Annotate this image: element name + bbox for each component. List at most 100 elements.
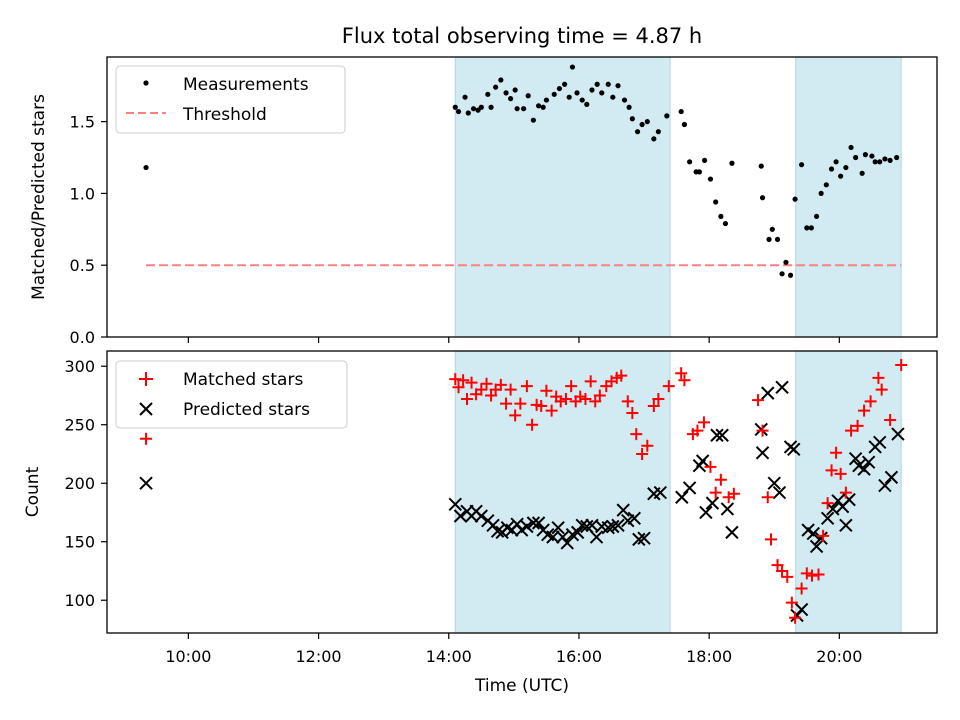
matched-stars-point: [765, 533, 777, 546]
x-tick-label: 16:00: [556, 647, 602, 666]
matched-stars-point: [514, 397, 527, 410]
measurement-point: [629, 116, 635, 122]
matched-stars-point: [858, 404, 871, 417]
measurement-point: [696, 169, 702, 175]
predicted-stars-point: [139, 476, 153, 490]
measurement-point: [452, 104, 458, 110]
predicted-stars-point: [490, 524, 505, 538]
predicted-stars-point: [884, 470, 899, 485]
matched-stars-point: [480, 377, 493, 390]
measurement-point: [626, 104, 632, 110]
matched-stars-point: [504, 383, 517, 396]
ratio-legend-box: [115, 65, 346, 134]
matched-stars-point: [800, 567, 813, 580]
measurement-point: [823, 182, 829, 188]
observing-window-shade: [795, 56, 902, 338]
measurement-point: [594, 81, 600, 87]
matched-stars-point: [652, 392, 665, 405]
predicted-stars-point: [699, 505, 713, 520]
measurement-point: [759, 195, 766, 201]
matched-stars-point: [535, 399, 548, 412]
matched-stars-point: [839, 486, 852, 499]
y-tick-label: 1.0: [70, 184, 95, 203]
predicted-stars-point: [814, 531, 828, 545]
predicted-stars-point: [809, 539, 824, 554]
ratio-legend: Measurements Threshold: [115, 65, 346, 134]
matched-stars-point: [785, 596, 798, 609]
measurement-point: [818, 190, 824, 197]
predicted-stars-point: [775, 380, 789, 394]
count-y-axis-label: Count: [23, 466, 43, 517]
predicted-stars-point: [627, 511, 642, 526]
predicted-stars-point: [448, 497, 462, 511]
measurement-point: [478, 104, 484, 110]
predicted-stars-point: [839, 518, 853, 533]
matched-stars-point: [452, 381, 465, 394]
measurements-legend-label: Measurements: [183, 75, 309, 95]
measurement-point: [503, 90, 509, 96]
matched-stars-point: [509, 409, 522, 422]
matched-stars-point: [465, 376, 478, 389]
x-tick-label: 18:00: [686, 647, 732, 666]
predicted-stars-point: [705, 496, 720, 510]
matched-stars-point: [789, 611, 802, 624]
measurement-point: [488, 104, 494, 110]
predicted-stars-point: [632, 532, 646, 547]
measurement-point: [530, 117, 536, 123]
matched-stars-point: [751, 394, 764, 407]
matched-stars-point: [709, 486, 722, 499]
predicted-stars-legend-marker: [139, 402, 153, 416]
measurement-point: [779, 271, 785, 277]
measurement-point: [462, 94, 468, 100]
predicted-stars-point: [794, 602, 809, 617]
measurement-point: [562, 81, 568, 87]
matched-stars-legend-label: Matched stars: [183, 370, 303, 390]
matched-stars-point: [864, 395, 877, 408]
matched-stars-point: [593, 389, 606, 402]
measurement-point: [514, 106, 520, 112]
matched-stars-point: [449, 373, 462, 386]
predicted-stars-point: [878, 478, 892, 493]
matched-stars-point: [457, 374, 470, 387]
predicted-stars-point: [560, 536, 574, 550]
matched-stars-point: [795, 582, 808, 595]
measurement-point: [569, 64, 576, 70]
matched-stars-point: [812, 568, 825, 581]
measurement-point: [556, 85, 563, 92]
observing-window-shade: [454, 56, 671, 338]
y-tick-label: 100: [64, 591, 95, 610]
predicted-stars-point: [720, 502, 735, 516]
measurement-point: [651, 136, 657, 142]
matched-stars-point: [626, 407, 639, 420]
measurement-point: [862, 152, 868, 158]
predicted-stars-point: [520, 519, 534, 534]
measurement-point: [540, 104, 546, 110]
measurement-point: [887, 157, 893, 163]
predicted-stars-point: [601, 520, 615, 535]
measurement-point: [707, 176, 714, 182]
measurement-point: [498, 77, 504, 83]
x-tick-label: 14:00: [426, 647, 472, 666]
measurement-point: [639, 121, 645, 128]
x-axis-label: Time (UTC): [474, 676, 569, 696]
matched-stars-point: [641, 439, 654, 452]
measurement-point: [766, 236, 772, 242]
matched-stars-point: [584, 375, 597, 388]
matched-stars-point: [884, 414, 897, 427]
measurement-point: [664, 113, 670, 119]
predicted-stars-point: [682, 481, 697, 495]
predicted-stars-point: [695, 454, 710, 468]
measurement-point: [798, 162, 805, 168]
measurement-point: [813, 213, 820, 219]
x-tick-label: 10:00: [165, 647, 211, 666]
predicted-stars-point: [580, 519, 594, 534]
observing-window-shade: [454, 350, 671, 634]
predicted-stars-point: [826, 502, 840, 516]
matched-stars-legend-marker: [139, 372, 153, 386]
predicted-stars-point: [715, 428, 729, 442]
matched-stars-point: [662, 380, 675, 393]
measurement-point: [828, 166, 835, 172]
predicted-stars-point: [526, 516, 541, 530]
measurement-point: [713, 199, 719, 205]
count-legend: Matched stars Predicted stars: [115, 360, 348, 429]
